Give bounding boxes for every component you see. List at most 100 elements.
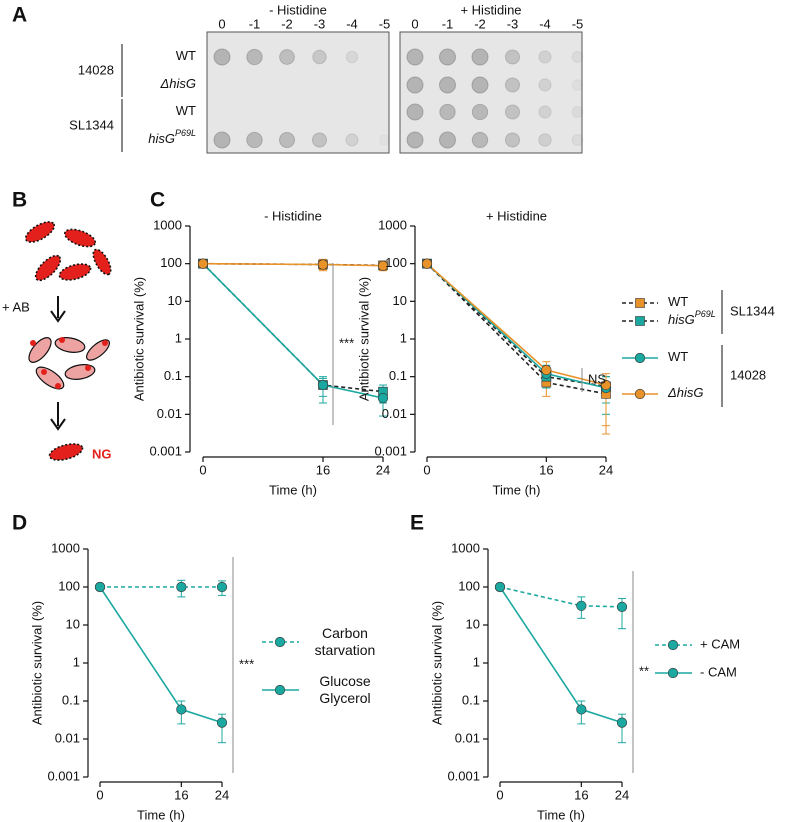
data-point (576, 704, 587, 715)
data-point (317, 259, 329, 270)
label-text: WT (176, 103, 196, 118)
significance-label: *** (339, 335, 354, 350)
x-tick-label: 16 (174, 787, 188, 802)
row-label: WT (176, 103, 196, 118)
colony-spot (439, 103, 456, 121)
strain-label: 14028 (78, 62, 114, 77)
series-line (426, 263, 607, 395)
data-point (377, 260, 389, 271)
colony-spot (439, 48, 456, 66)
colony-spot (378, 134, 391, 146)
label-superscript: P69L (695, 309, 716, 319)
y-tick-label: 1000 (378, 217, 407, 232)
colony-spot (504, 49, 521, 65)
y-tick-label: 10 (168, 293, 182, 308)
legend-marker (634, 352, 646, 364)
legend-label: ΔhisG (667, 385, 703, 400)
colony-spot (571, 106, 584, 118)
significance-label: NS (588, 371, 606, 386)
colony-spot (571, 134, 584, 146)
data-point (197, 258, 209, 269)
legend-label: hisGP69L (668, 309, 716, 327)
legend-marker (274, 684, 286, 696)
group-label: SL1344 (730, 303, 775, 318)
y-tick-label: 1 (73, 654, 80, 669)
label-text: hisG (668, 312, 695, 327)
data-point (377, 392, 389, 404)
ng-label: NG (92, 446, 112, 461)
strain-label: SL1344 (69, 117, 114, 132)
y-tick-label: 0.01 (455, 730, 480, 745)
colony-spot (538, 78, 552, 92)
colony-spot (538, 50, 552, 64)
legend-label: + CAM (700, 636, 740, 651)
y-tick-label: 0.1 (389, 368, 407, 383)
colony-spot (406, 76, 424, 94)
dilution-label: -2 (474, 16, 486, 31)
series-line (99, 586, 223, 724)
data-point (176, 581, 187, 593)
colony-spot (406, 103, 424, 121)
colony-spot (439, 76, 456, 94)
dilution-label: -3 (507, 16, 519, 31)
y-tick-label: 100 (160, 255, 182, 270)
colony-spot (538, 133, 552, 147)
series-line (426, 263, 607, 386)
row-label: WT (176, 48, 196, 63)
legend-marker (635, 316, 645, 326)
dilution-label: -4 (539, 16, 551, 31)
row-label: ΔhisG (160, 76, 196, 91)
x-axis-label: Time (h) (269, 482, 317, 497)
x-axis-label: Time (h) (137, 807, 185, 822)
data-point (541, 364, 552, 376)
dilution-label: -4 (346, 16, 358, 31)
y-tick-label: 10 (66, 616, 80, 631)
colony-spot (213, 131, 231, 149)
label-text: WT (668, 294, 688, 309)
y-axis-label: Antibiotic survival (%) (131, 277, 146, 401)
treatment-label: + AB (2, 299, 30, 314)
dilution-label: -1 (249, 16, 261, 31)
y-axis-label: Antibiotic survival (%) (356, 277, 371, 401)
y-axis-label: Antibiotic survival (%) (29, 601, 44, 725)
y-tick-label: 10 (393, 293, 407, 308)
x-axis-label: Time (h) (537, 807, 585, 822)
data-point (616, 717, 628, 728)
y-tick-label: 0.01 (382, 406, 407, 421)
colony-spot (406, 131, 424, 149)
series-line (202, 262, 384, 267)
y-tick-label: 1 (175, 330, 182, 345)
dilution-label: -3 (314, 16, 326, 31)
colony-spot (504, 104, 521, 120)
colony-spot (246, 131, 263, 149)
dilution-label: 0 (411, 16, 418, 31)
chart-title: - Histidine (264, 208, 322, 223)
data-point (576, 600, 587, 611)
y-tick-label: 1000 (451, 540, 480, 555)
data-point (600, 379, 612, 391)
legend-marker (667, 639, 679, 651)
x-tick-label: 24 (215, 787, 229, 802)
colony-spot (571, 51, 584, 63)
colony-spot (471, 48, 489, 66)
data-point (176, 704, 187, 715)
colony-spot (311, 132, 328, 148)
y-tick-label: 100 (458, 578, 480, 593)
legend-label: WT (668, 294, 688, 309)
x-tick-label: 16 (539, 462, 553, 477)
colony-spot (345, 50, 359, 64)
dilution-label: -2 (281, 16, 293, 31)
colony-spot (312, 49, 327, 65)
colony-spot (504, 77, 521, 93)
colony-spot (571, 79, 584, 91)
label-text: hisG (148, 131, 175, 146)
colony-spot (538, 105, 552, 119)
legend-marker (667, 667, 679, 679)
group-label: 14028 (730, 367, 766, 382)
dilution-label: -5 (572, 16, 584, 31)
x-tick-label: 16 (316, 462, 330, 477)
row-label: hisGP69L (148, 128, 196, 146)
label-superscript: P69L (175, 128, 196, 138)
x-tick-label: 24 (599, 462, 613, 477)
